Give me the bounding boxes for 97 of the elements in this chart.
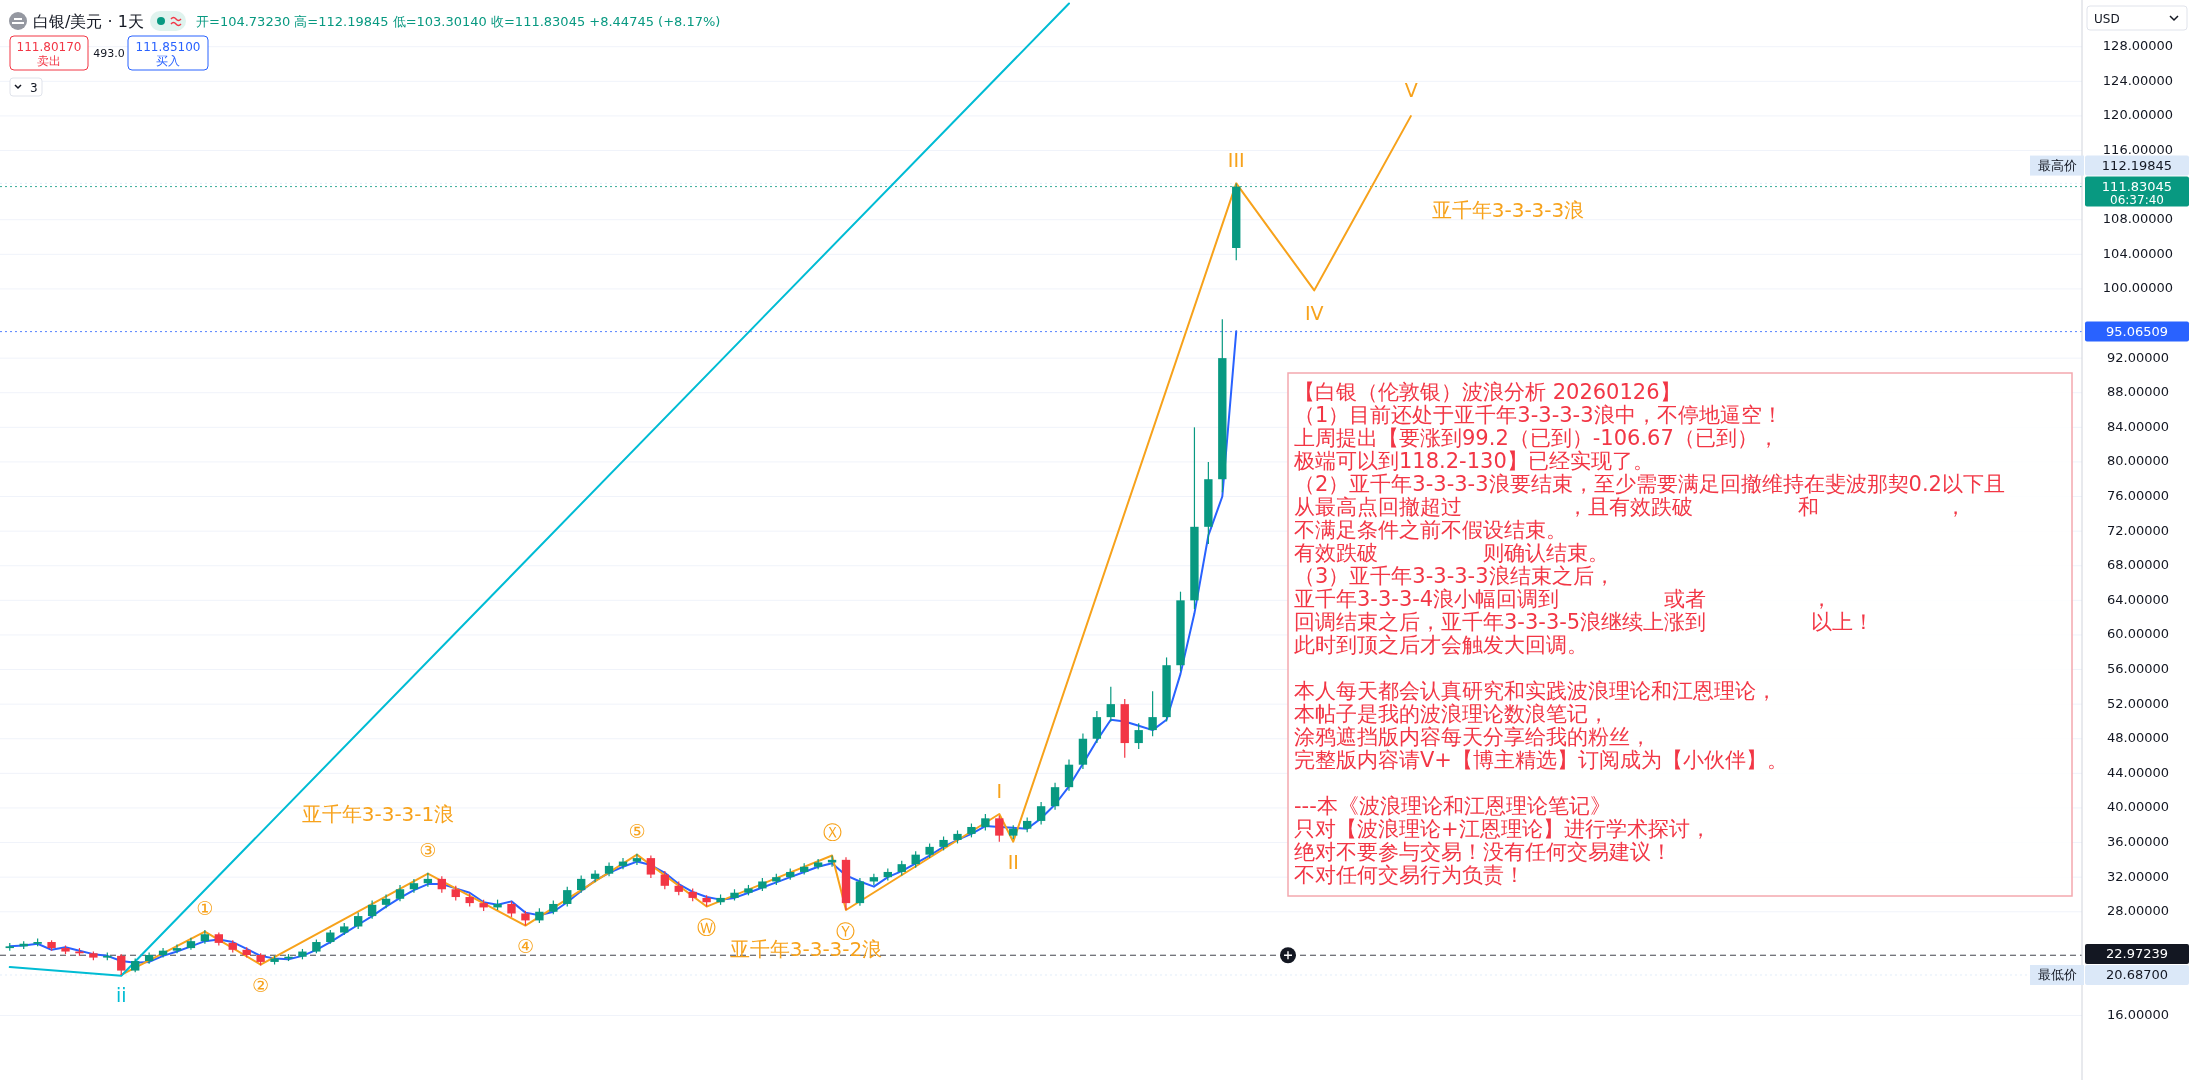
text: （3）亚千年3-3-3-3浪结束之后， (1294, 564, 1615, 588)
candlestick (1092, 710, 1102, 744)
text: 06:37:40 (2110, 192, 2164, 207)
text: 亚千年3-3-3-3浪 (1431, 197, 1585, 222)
y-tick-label: 124.00000 (2102, 72, 2174, 88)
annotation: II (1007, 851, 1019, 874)
annotation: 111.85100 (135, 40, 201, 54)
text: 不对任何交易行为负责！ (1294, 863, 1525, 887)
text: 白银/美元 · 1天 (33, 12, 144, 31)
text: ---本《波浪理论和江恩理论笔记》 (1294, 794, 1611, 818)
y-tick-label: 56.00000 (2106, 661, 2170, 677)
annotation: 买入 (156, 54, 180, 68)
y-tick-label: 40.00000 (2106, 799, 2170, 815)
annotation: Ⓦ (697, 916, 717, 939)
ref-line-label: 95.06509 (2105, 323, 2169, 339)
candlestick (1064, 758, 1074, 792)
y-tick-label: 52.00000 (2106, 695, 2170, 711)
text: 绝对不要参与交易！没有任何交易建议！ (1294, 840, 1672, 864)
candlestick (1106, 686, 1115, 723)
y-tick-label: 68.00000 (2106, 557, 2170, 573)
candlestick (409, 878, 419, 894)
y-tick-label: 80.00000 (2106, 453, 2170, 469)
y-tick-label: 44.00000 (2106, 764, 2170, 780)
candlestick (590, 869, 600, 883)
y-tick-label: 64.00000 (2106, 591, 2170, 607)
ref-line-label: 111.83045 (2101, 178, 2173, 194)
text: 只对【波浪理论+江恩理论】进行学术探讨， (1294, 817, 1711, 841)
candlestick (367, 899, 377, 920)
candlestick (632, 853, 642, 866)
ref-line-label: 20.68700 (2105, 967, 2169, 983)
annotation: 493.0 (93, 47, 125, 60)
text: （2）亚千年3-3-3-3浪要结束，至少需要满足回撤维持在斐波那契0.2以下且 (1294, 472, 2005, 496)
candlestick (660, 870, 669, 890)
y-tick-label: 104.00000 (2102, 245, 2174, 261)
annotation: ① (196, 897, 214, 920)
candlestick (1134, 722, 1143, 750)
y-tick-label: 72.00000 (2106, 522, 2170, 538)
text: 极端可以到118.2-130】已经实现了。 (1293, 449, 1654, 473)
y-tick-label: 36.00000 (2106, 834, 2170, 850)
annotation: ② (252, 974, 270, 997)
annotation: 111.80170 (16, 40, 82, 54)
y-tick-label: 48.00000 (2106, 730, 2170, 746)
text: 亚千年3-3-3-4浪小幅回调到 或者 ， (1294, 587, 1833, 611)
candlestick (1050, 782, 1060, 811)
candlestick (172, 944, 182, 954)
text: 最高价 (2037, 157, 2077, 173)
annotation: 卖出 (37, 54, 61, 68)
candlestick (117, 953, 126, 976)
text: 有效跌破 则确认结束。 (1294, 541, 1609, 565)
text: V (1404, 78, 1418, 101)
y-tick-label: 100.00000 (2102, 280, 2174, 296)
y-tick-label: 116.00000 (2102, 142, 2174, 158)
text: 【白银（伦敦银）波浪分析 20260126】 (1294, 380, 1681, 404)
candlestick (1148, 690, 1157, 737)
candlestick (144, 951, 154, 965)
y-tick-label: 88.00000 (2106, 384, 2170, 400)
text: 开=104.73230 高=112.19845 低=103.30140 收=111.83045 +8.44745 (+8.17%) (196, 14, 721, 29)
text: 完整版内容请V+【博主精选】订阅成为【小伙伴】。 (1294, 748, 1788, 772)
candlestick (646, 854, 656, 879)
candlestick (563, 886, 572, 908)
text: 不满足条件之前不假设结束。 (1294, 518, 1567, 542)
text: 涂鸦遮挡版内容每天分享给我的粉丝， (1294, 725, 1651, 749)
annotation: ⑤ (628, 820, 646, 843)
text: IV (1304, 301, 1324, 324)
annotation: ③ (419, 839, 437, 862)
text: 最低价 (2037, 967, 2077, 983)
y-tick-label: 92.00000 (2106, 349, 2170, 365)
annotation: 亚千年3-3-3-1浪 (301, 801, 455, 826)
text: 从最高点回撤超过 ，且有效跌破 和 ， (1294, 495, 1966, 519)
y-tick-label: 16.00000 (2106, 1007, 2170, 1023)
text: 本人每天都会认真研究和实践波浪理论和江恩理论， (1294, 679, 1777, 703)
text: 上周提出【要涨到99.2（已到）-106.67（已到）， (1294, 426, 1779, 450)
legend-label: 112.19845 (2101, 157, 2173, 173)
annotation: I (996, 779, 1003, 802)
text: 此时到顶之后才会触发大回调。 (1294, 633, 1588, 657)
annotation: 3 (30, 81, 38, 95)
y-tick-label: 76.00000 (2106, 488, 2170, 504)
annotation: Ⓧ (822, 821, 842, 844)
ref-line-label: 22.97239 (2105, 946, 2169, 962)
text: （1）目前还处于亚千年3-3-3-3浪中，不停地逼空！ (1294, 403, 1783, 427)
candlestick (1036, 801, 1046, 825)
annotation: ii (115, 984, 127, 1007)
y-tick-label: 28.00000 (2106, 903, 2170, 919)
y-tick-label: 60.00000 (2106, 626, 2170, 642)
text: 回调结束之后，亚千年3-3-3-5浪继续上涨到 以上！ (1294, 610, 1875, 634)
candlestick (381, 893, 391, 909)
y-tick-label: 120.00000 (2102, 107, 2174, 123)
y-tick-label: 108.00000 (2102, 211, 2174, 227)
text: 本帖子是我的波浪理论数浪笔记， (1294, 702, 1609, 726)
y-tick-label: 32.00000 (2106, 868, 2170, 884)
annotation: III (1227, 148, 1245, 171)
candlestick (855, 877, 865, 907)
candlestick (995, 815, 1004, 843)
annotation: ④ (516, 935, 534, 958)
text: USD (2094, 12, 2120, 26)
y-tick-label: 128.00000 (2102, 38, 2174, 54)
y-tick-label: 84.00000 (2106, 418, 2170, 434)
